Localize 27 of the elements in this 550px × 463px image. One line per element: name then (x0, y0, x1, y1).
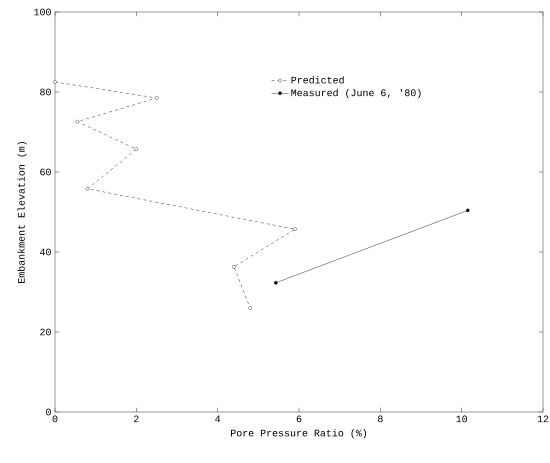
point (134, 147, 138, 151)
point (86, 187, 90, 191)
x-tick-label: 10 (456, 416, 468, 422)
point (274, 281, 278, 285)
y-tick-label: 80 (40, 88, 51, 96)
legend-label: Predicted (292, 76, 344, 84)
x-tick-label: 0 (52, 416, 58, 422)
point (248, 306, 252, 310)
x-tick-label: 6 (296, 416, 302, 422)
legend-label: Measured (June 6, '80) (291, 88, 421, 98)
y-axis-title: Embankment Elevation (m) (17, 142, 27, 283)
point (53, 80, 57, 84)
x-tick-label: 8 (378, 416, 383, 422)
x-tick-label: 12 (538, 416, 548, 422)
x-tick-label: 4 (215, 416, 220, 422)
x-tick-label: 2 (134, 416, 139, 422)
y-tick-label: 20 (40, 328, 51, 336)
x-axis-title: Pore Pressure Ratio (%) (231, 429, 366, 438)
y-tick-label: 0 (46, 408, 51, 416)
point (293, 227, 297, 231)
point (154, 96, 158, 100)
point (76, 120, 80, 124)
point (232, 265, 236, 269)
y-tick-label: 60 (40, 168, 51, 176)
y-tick-label: 100 (34, 8, 51, 16)
y-tick-label: 40 (40, 248, 51, 256)
point (466, 208, 470, 212)
